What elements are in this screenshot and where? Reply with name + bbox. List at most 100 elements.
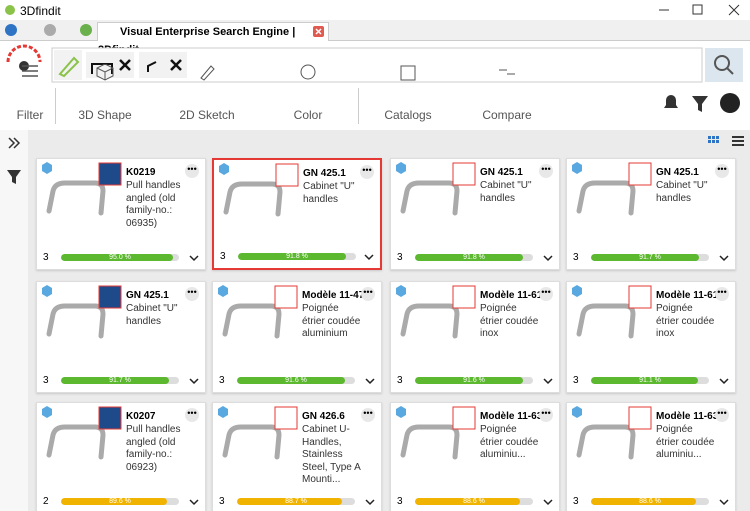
tab[interactable]: Visual Enterprise Search Engine | 3Dfind… bbox=[97, 22, 329, 56]
search-bar bbox=[6, 44, 743, 83]
variant-count: 3 bbox=[43, 252, 49, 263]
product-preview bbox=[396, 162, 476, 216]
more-button[interactable]: ••• bbox=[715, 287, 729, 301]
score-label: 95.0 % bbox=[109, 254, 131, 261]
toolbar: Filter 3D Shape 2D Sketch Color Catalogs Comp… bbox=[0, 64, 750, 130]
expand[interactable] bbox=[543, 254, 553, 262]
more-button[interactable]: ••• bbox=[360, 165, 374, 179]
more-button[interactable]: ••• bbox=[715, 408, 729, 422]
product-preview bbox=[218, 406, 298, 460]
toolbar-icon bbox=[499, 69, 515, 75]
product-title: GN 425.1 bbox=[126, 290, 169, 301]
toolbar-button[interactable]: 3D Shape bbox=[78, 108, 132, 122]
variant-count: 3 bbox=[397, 375, 403, 386]
nav-buttons[interactable] bbox=[4, 23, 94, 37]
variant-count: 3 bbox=[220, 251, 226, 262]
expand[interactable] bbox=[719, 498, 729, 506]
user-actions[interactable] bbox=[660, 92, 745, 114]
product-preview bbox=[42, 406, 122, 460]
variant-count: 3 bbox=[573, 496, 579, 507]
view-toggle[interactable] bbox=[706, 134, 746, 148]
expand[interactable] bbox=[543, 377, 553, 385]
product-description: Cabinet "U" handles bbox=[480, 180, 532, 204]
separator bbox=[55, 88, 56, 124]
toolbar-button[interactable]: Compare bbox=[482, 108, 532, 122]
sidebar bbox=[0, 130, 29, 511]
product-title: GN 425.1 bbox=[480, 167, 523, 178]
result-card[interactable]: GN 425.1 Cabinet "U" handles ••• 3 91.8 % bbox=[212, 158, 382, 270]
more-button[interactable]: ••• bbox=[361, 287, 375, 301]
product-title: Modèle 11-47 bbox=[302, 290, 365, 301]
toolbar-button[interactable]: Filter bbox=[16, 108, 44, 122]
score-label: 88.6 % bbox=[463, 498, 485, 505]
result-card[interactable]: Modèle 11-47 Poignée étrier coudée alumin… bbox=[212, 281, 382, 393]
title-bar: 3Dfindit bbox=[0, 0, 750, 20]
product-title: K0219 bbox=[126, 167, 156, 178]
more-button[interactable]: ••• bbox=[185, 164, 199, 178]
product-title: Modèle 11-615 bbox=[656, 290, 724, 301]
result-card[interactable]: GN 425.1 Cabinet "U" handles ••• 3 91.7 % bbox=[36, 281, 206, 393]
result-card[interactable]: Modèle 11-635 Poignée étrier coudée alumi… bbox=[390, 402, 560, 511]
more-button[interactable]: ••• bbox=[185, 408, 199, 422]
score-label: 91.6 % bbox=[463, 377, 485, 384]
score-label: 91.6 % bbox=[285, 377, 307, 384]
score-bar bbox=[591, 377, 699, 384]
separator bbox=[358, 88, 359, 124]
expand[interactable] bbox=[365, 377, 375, 385]
sidebar-icons[interactable] bbox=[0, 130, 28, 190]
product-description: Cabinet "U" handles bbox=[126, 303, 178, 327]
more-button[interactable]: ••• bbox=[185, 287, 199, 301]
close-tab[interactable] bbox=[313, 26, 324, 37]
toolbar-button[interactable]: Color bbox=[293, 108, 323, 122]
product-preview bbox=[572, 285, 652, 339]
variant-count: 3 bbox=[219, 375, 225, 386]
score-track bbox=[237, 377, 355, 384]
result-card[interactable]: GN 425.1 Cabinet "U" handles ••• 3 91.7 % bbox=[566, 158, 736, 270]
score-bar bbox=[61, 498, 167, 505]
variant-count: 3 bbox=[219, 496, 225, 507]
result-card[interactable]: K0219 Pull handles angled (old family-no.… bbox=[36, 158, 206, 270]
score-track bbox=[415, 254, 533, 261]
product-title: GN 425.1 bbox=[656, 167, 699, 178]
product-description: Pull handles angled (old family-no.: 069… bbox=[126, 180, 181, 229]
toolbar-icon bbox=[200, 65, 215, 81]
window-controls[interactable] bbox=[655, 4, 745, 16]
score-track bbox=[61, 377, 179, 384]
result-card[interactable]: GN 425.1 Cabinet "U" handles ••• 3 91.8 % bbox=[390, 158, 560, 270]
score-bar bbox=[61, 254, 174, 261]
expand[interactable] bbox=[719, 254, 729, 262]
product-preview bbox=[42, 285, 122, 339]
result-card[interactable]: GN 426.6 Cabinet U-Handles, Stainless Ste… bbox=[212, 402, 382, 511]
expand[interactable] bbox=[543, 498, 553, 506]
score-bar bbox=[238, 253, 347, 260]
more-button[interactable]: ••• bbox=[361, 408, 375, 422]
score-track bbox=[415, 498, 533, 505]
variant-count: 3 bbox=[397, 496, 403, 507]
toolbar-button[interactable]: Catalogs bbox=[384, 108, 432, 122]
result-card[interactable]: K0207 Pull handles angled (old family-no.… bbox=[36, 402, 206, 511]
result-card[interactable]: Modèle 11-632 Poignée étrier coudée alumi… bbox=[566, 402, 736, 511]
expand[interactable] bbox=[189, 254, 199, 262]
results-area: K0219 Pull handles angled (old family-no.… bbox=[28, 130, 750, 511]
expand[interactable] bbox=[189, 498, 199, 506]
score-label: 91.1 % bbox=[639, 377, 661, 384]
toolbar-icon bbox=[96, 64, 114, 81]
expand[interactable] bbox=[365, 498, 375, 506]
score-bar bbox=[415, 498, 520, 505]
more-button[interactable]: ••• bbox=[539, 408, 553, 422]
expand[interactable] bbox=[364, 253, 374, 261]
result-card[interactable]: Modèle 11-619 Poignée étrier coudée inox •… bbox=[390, 281, 560, 393]
app-icon bbox=[5, 5, 15, 15]
product-preview bbox=[572, 162, 652, 216]
score-track bbox=[591, 377, 709, 384]
more-button[interactable]: ••• bbox=[715, 164, 729, 178]
more-button[interactable]: ••• bbox=[539, 164, 553, 178]
window-title: 3Dfindit bbox=[20, 4, 61, 18]
expand[interactable] bbox=[719, 377, 729, 385]
more-button[interactable]: ••• bbox=[539, 287, 553, 301]
expand[interactable] bbox=[189, 377, 199, 385]
variant-count: 3 bbox=[397, 252, 403, 263]
toolbar-button[interactable]: 2D Sketch bbox=[179, 108, 235, 122]
score-label: 91.8 % bbox=[463, 254, 485, 261]
result-card[interactable]: Modèle 11-615 Poignée étrier coudée inox •… bbox=[566, 281, 736, 393]
